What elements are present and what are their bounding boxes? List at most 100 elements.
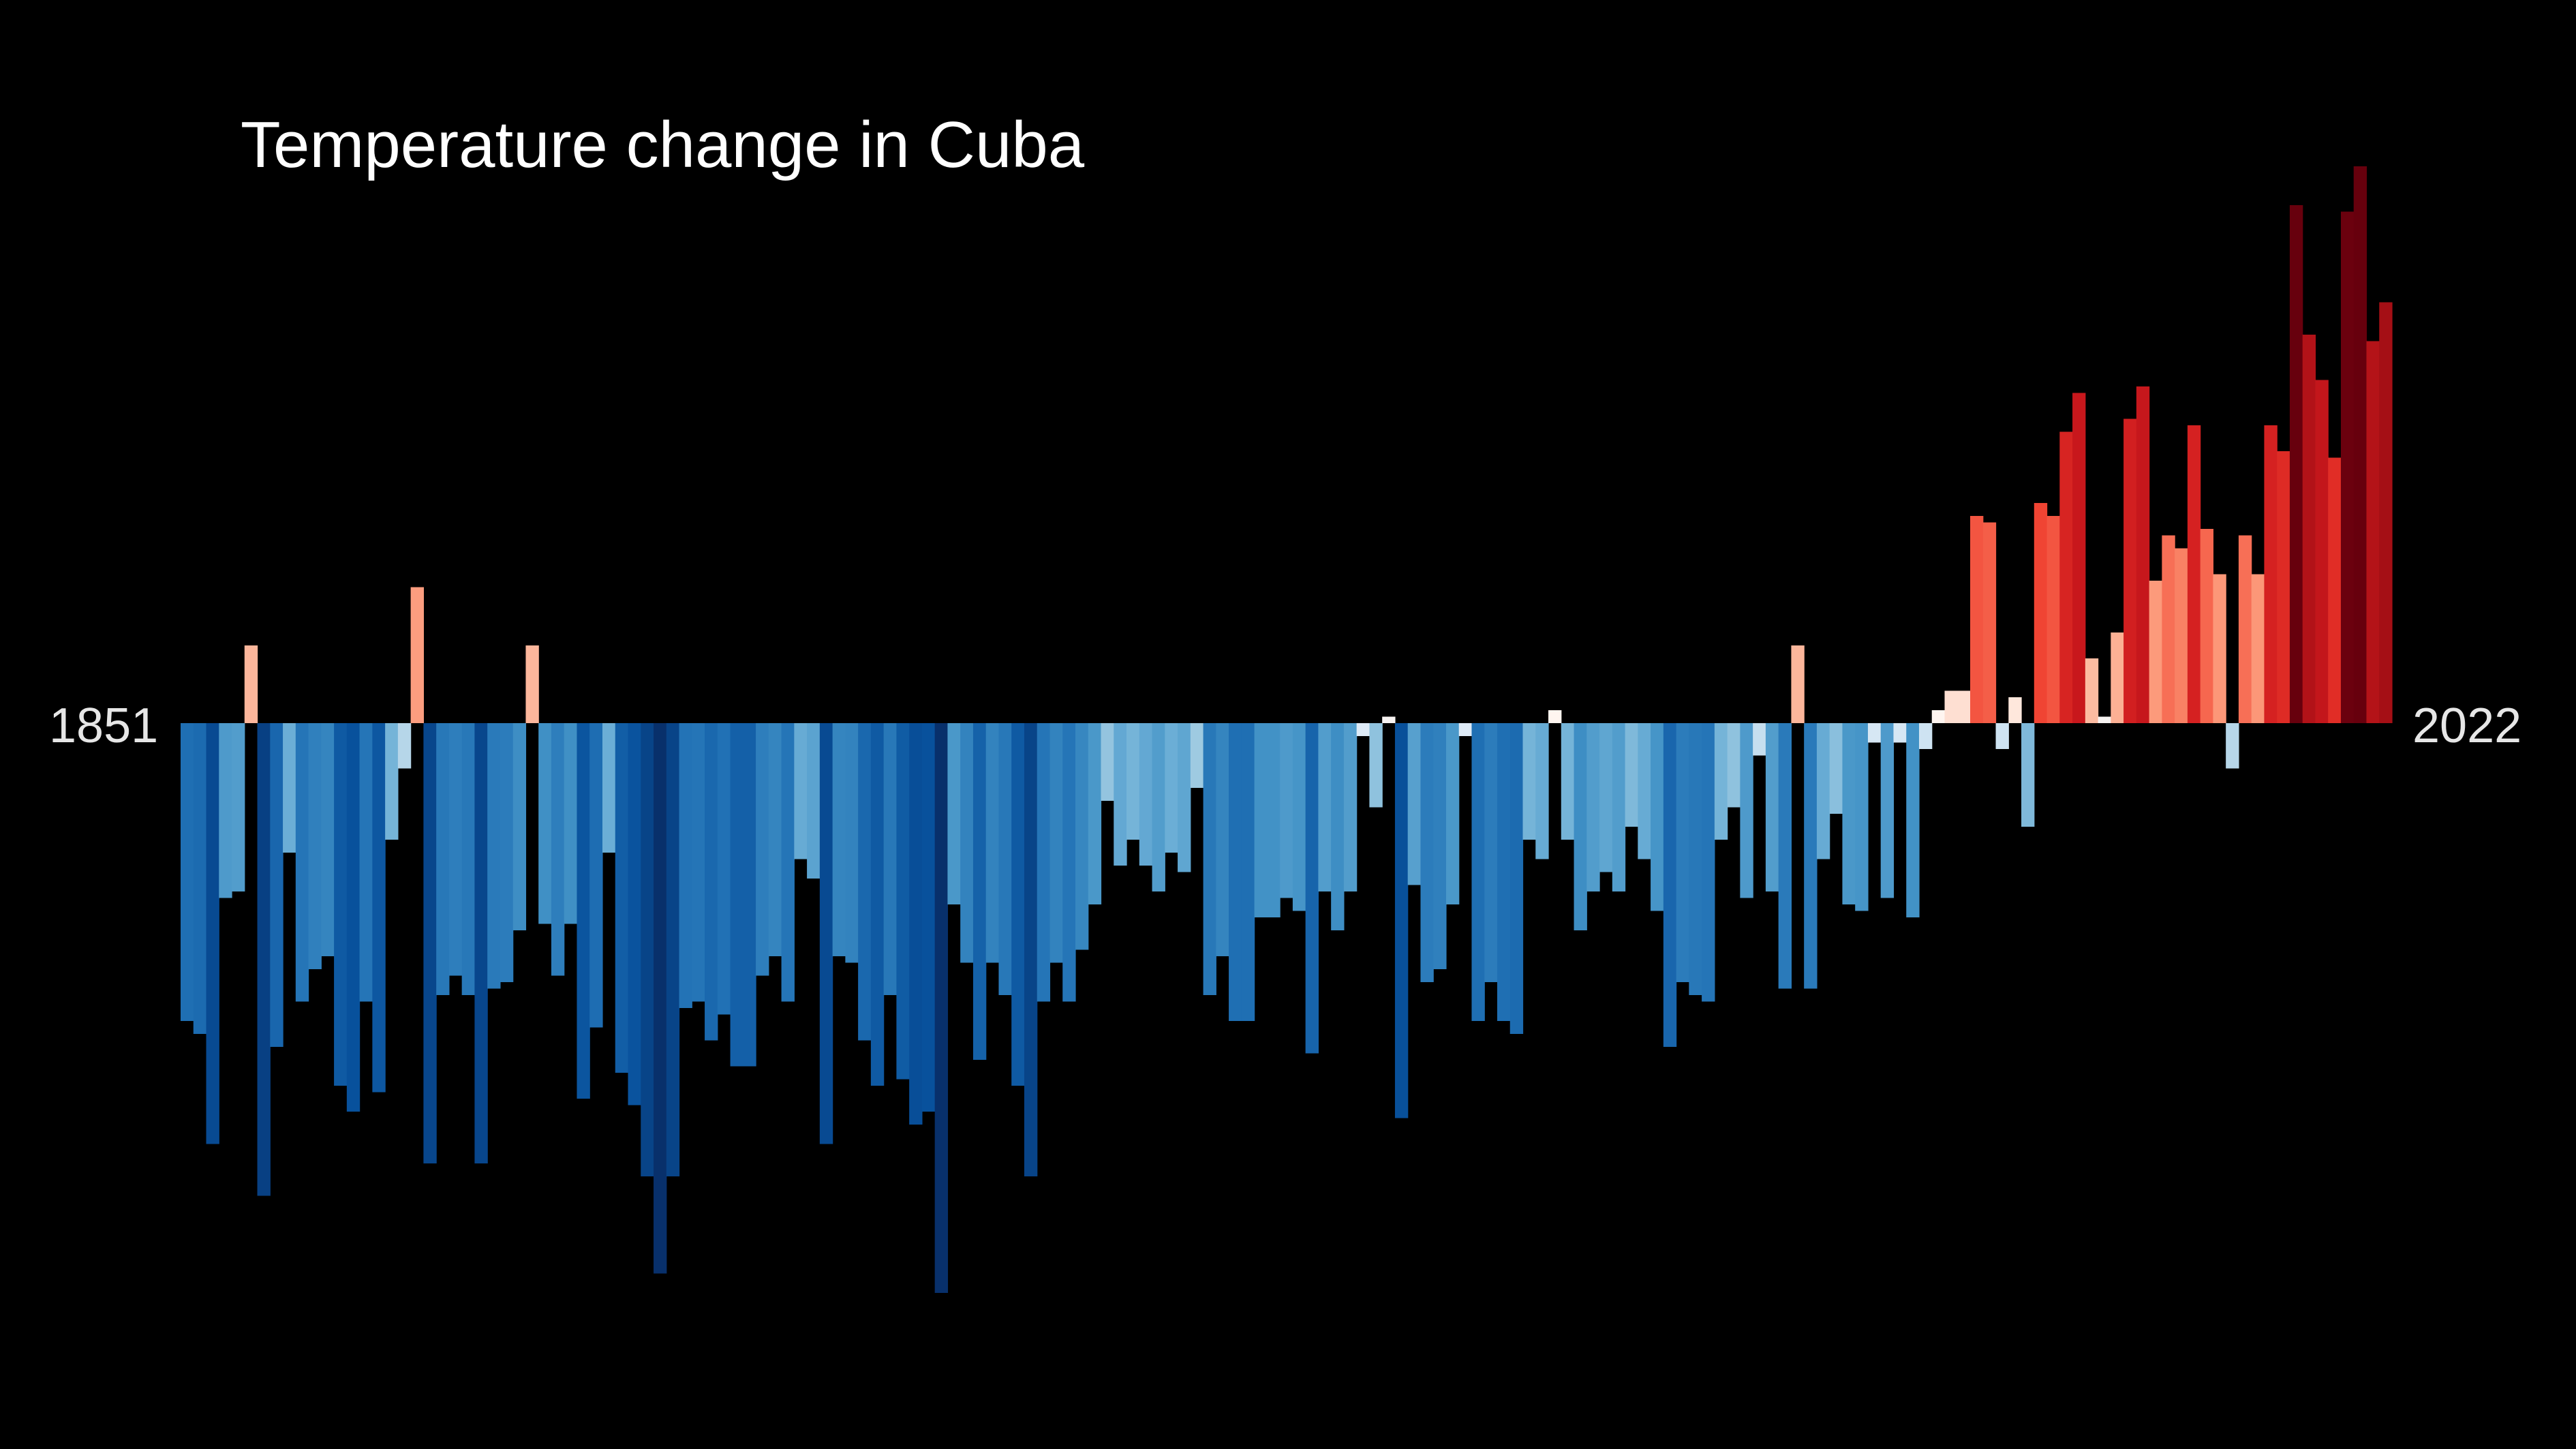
- bar-2002: [2111, 632, 2124, 723]
- bar-1964: [1625, 723, 1638, 827]
- bar-1974: [1753, 723, 1766, 756]
- bar-1941: [1331, 723, 1345, 930]
- bar-1935: [1254, 723, 1268, 917]
- bar-1882: [577, 723, 590, 1099]
- bar-2007: [2175, 548, 2188, 723]
- bar-1979: [1816, 723, 1830, 859]
- bar-1975: [1765, 723, 1779, 891]
- bar-1910: [934, 723, 949, 1293]
- bar-1922: [1088, 723, 1102, 904]
- bar-1989: [1944, 690, 1958, 723]
- bar-2004: [2136, 386, 2150, 723]
- bar-1963: [1612, 723, 1626, 891]
- bar-1896: [756, 723, 769, 976]
- bar-1893: [717, 723, 731, 1015]
- bar-2006: [2162, 535, 2175, 723]
- bar-1926: [1139, 723, 1153, 866]
- bar-1986: [1906, 723, 1920, 917]
- bar-1968: [1676, 723, 1689, 982]
- bar-1871: [436, 723, 450, 995]
- bar-1851: [181, 723, 194, 1021]
- bar-1854: [219, 723, 232, 898]
- bar-1855: [232, 723, 245, 891]
- bar-1897: [768, 723, 782, 956]
- bar-1870: [423, 723, 437, 1163]
- bar-2016: [2289, 205, 2303, 723]
- bar-1961: [1586, 723, 1600, 891]
- bar-1983: [1867, 723, 1882, 743]
- bar-1880: [551, 723, 565, 976]
- chart-title: Temperature change in Cuba: [241, 108, 1085, 181]
- bar-1915: [998, 723, 1012, 995]
- bar-1945: [1382, 716, 1396, 723]
- bar-1857: [257, 723, 271, 1196]
- bar-1965: [1638, 723, 1651, 859]
- bar-1879: [538, 723, 552, 924]
- bar-1962: [1599, 723, 1613, 872]
- bar-1874: [474, 723, 488, 1163]
- bar-2013: [2251, 574, 2265, 723]
- bar-1930: [1190, 723, 1204, 788]
- bar-1911: [947, 723, 961, 904]
- bar-1885: [615, 723, 629, 1073]
- bar-1948: [1420, 723, 1434, 982]
- bar-1917: [1024, 723, 1038, 1176]
- bar-1980: [1829, 723, 1843, 814]
- bar-1883: [589, 723, 603, 1028]
- bar-1875: [487, 723, 501, 989]
- bar-1987: [1918, 723, 1933, 749]
- bar-1890: [679, 723, 692, 1008]
- bar-1906: [883, 723, 898, 995]
- bar-1938: [1292, 723, 1306, 911]
- bar-1988: [1931, 710, 1946, 723]
- bar-1856: [244, 645, 258, 723]
- bar-1924: [1114, 723, 1127, 866]
- bar-2015: [2277, 451, 2290, 723]
- bar-1966: [1651, 723, 1664, 911]
- bar-1864: [346, 723, 361, 1112]
- bar-1967: [1663, 723, 1677, 1047]
- bar-1916: [1011, 723, 1025, 1086]
- bar-1876: [500, 723, 514, 982]
- bar-1932: [1216, 723, 1229, 956]
- bar-1901: [819, 723, 833, 1144]
- bar-1956: [1522, 723, 1536, 840]
- bar-1905: [870, 723, 885, 1086]
- bar-1993: [1995, 723, 2009, 749]
- bar-1972: [1727, 723, 1741, 808]
- bar-1898: [781, 723, 795, 1002]
- bar-1881: [564, 723, 578, 924]
- bar-2009: [2200, 529, 2213, 723]
- bar-1929: [1178, 723, 1191, 872]
- bar-2008: [2187, 425, 2201, 723]
- bar-2012: [2238, 535, 2252, 723]
- bar-2021: [2353, 166, 2367, 723]
- bar-1908: [909, 723, 923, 1125]
- bar-1995: [2021, 723, 2035, 827]
- bar-2020: [2340, 211, 2355, 723]
- bar-1943: [1356, 723, 1370, 736]
- bar-1957: [1535, 723, 1549, 859]
- bar-1903: [845, 723, 859, 963]
- bar-1861: [308, 723, 322, 969]
- bar-1984: [1880, 723, 1895, 898]
- bar-1886: [628, 723, 641, 1105]
- bar-1907: [896, 723, 910, 1080]
- bar-2003: [2123, 418, 2137, 723]
- bar-1869: [410, 587, 424, 723]
- bar-1933: [1229, 723, 1242, 1021]
- bar-1914: [985, 723, 1000, 963]
- bar-1978: [1804, 723, 1818, 989]
- bar-1889: [666, 723, 680, 1176]
- bar-1931: [1203, 723, 1216, 995]
- bar-1992: [1982, 522, 1997, 723]
- bar-1991: [1970, 516, 1984, 723]
- bar-1878: [525, 645, 539, 723]
- bar-1865: [359, 723, 373, 1002]
- bar-1997: [2046, 516, 2060, 723]
- bar-1912: [960, 723, 974, 963]
- bar-1971: [1714, 723, 1728, 840]
- bar-1899: [794, 723, 808, 859]
- bar-1952: [1471, 723, 1485, 1021]
